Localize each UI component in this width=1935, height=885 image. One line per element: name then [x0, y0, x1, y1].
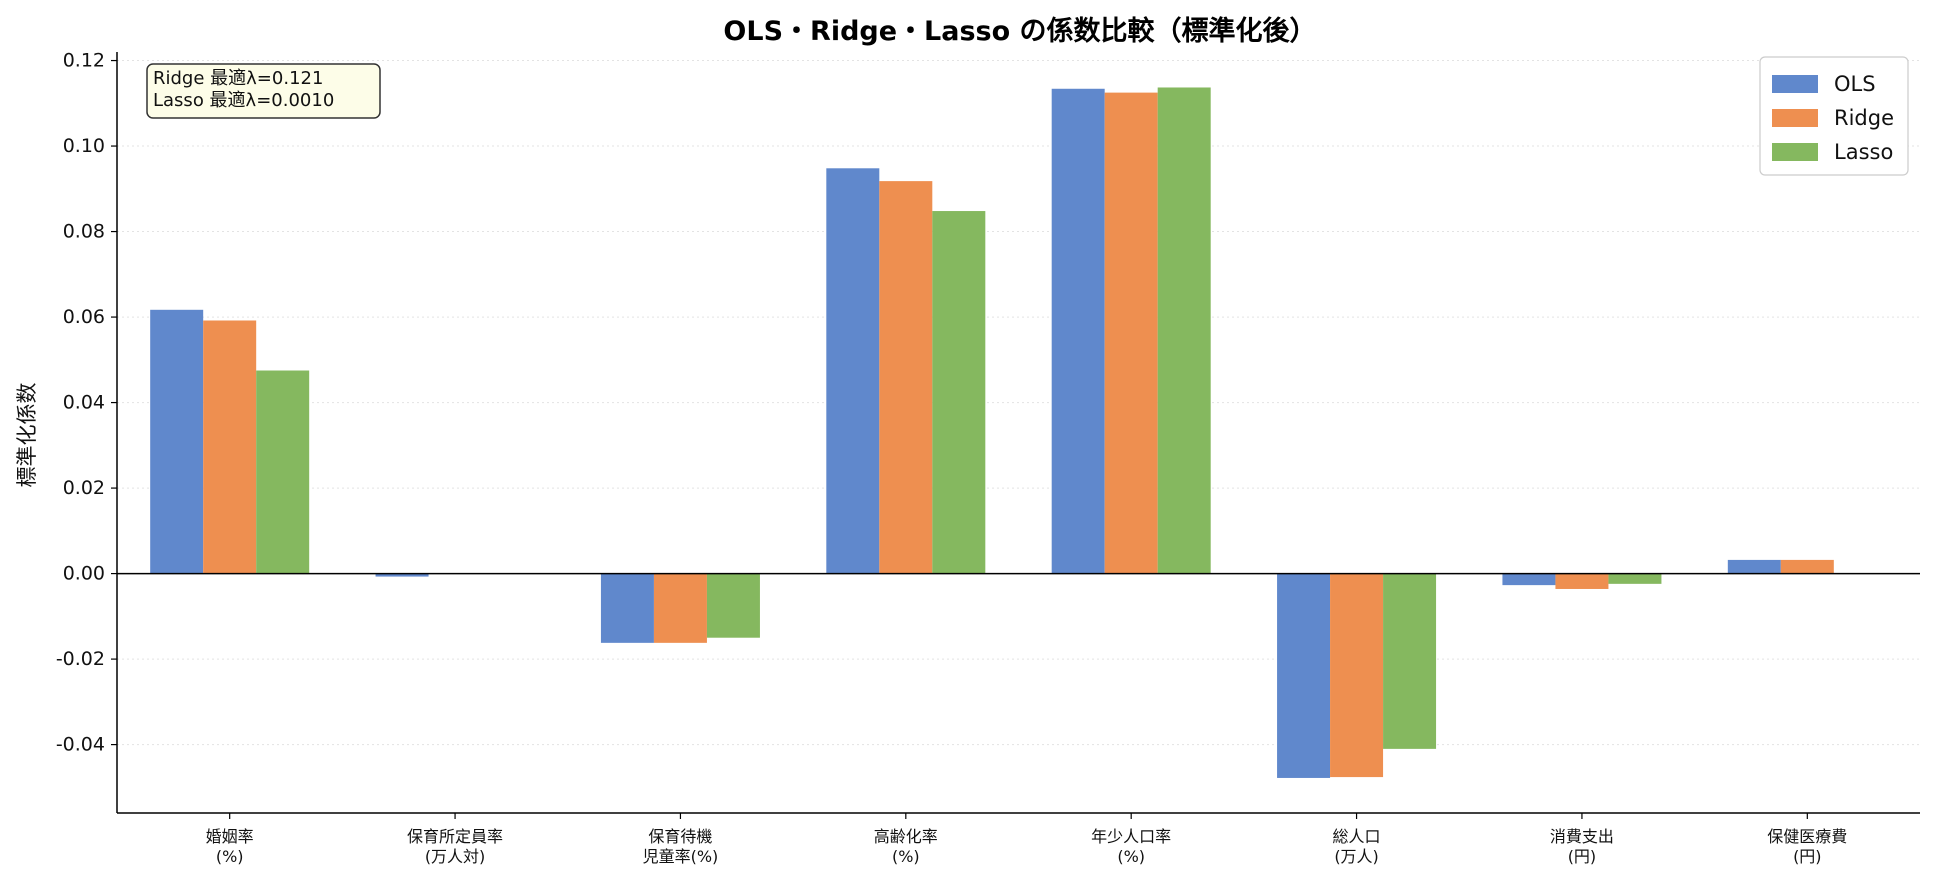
x-tick-label: 保育所定員率	[407, 827, 503, 846]
y-tick-label: 0.12	[63, 50, 105, 72]
y-tick-label: 0.06	[63, 306, 105, 328]
bar-series	[150, 87, 1834, 778]
x-tick-label: (万人対)	[425, 847, 486, 866]
x-tick-label: 保健医療費	[1767, 827, 1847, 846]
bar-lasso	[1157, 87, 1211, 574]
bar-lasso	[1383, 573, 1437, 749]
bar-lasso	[706, 573, 760, 638]
bar-ridge	[653, 573, 707, 643]
legend-label: OLS	[1834, 72, 1876, 96]
x-tick-labels: 婚姻率(%)保育所定員率(万人対)保育待機児童率(%)高齢化率(%)年少人口率(…	[206, 827, 1848, 866]
x-tick-label: (円)	[1793, 847, 1822, 866]
chart-title: OLS・Ridge・Lasso の係数比較（標準化後）	[723, 15, 1316, 47]
x-tick-label: (円)	[1568, 847, 1597, 866]
legend-label: Ridge	[1834, 106, 1894, 130]
bar-ols	[150, 309, 204, 574]
annotation-box	[146, 63, 381, 119]
bar-ols	[375, 573, 429, 577]
bar-ols	[1502, 573, 1556, 586]
axes	[111, 52, 1920, 819]
x-tick-label: (%)	[216, 847, 244, 866]
y-tick-label: 0.00	[63, 563, 105, 585]
legend-swatch	[1772, 75, 1818, 93]
y-tick-label: 0.02	[63, 477, 105, 499]
y-axis-label: 標準化係数	[15, 383, 39, 488]
legend: OLS Ridge Lasso	[1759, 56, 1909, 176]
annotation-line: Lasso 最適λ=0.0010	[153, 90, 334, 111]
y-tick-label: 0.08	[63, 221, 105, 243]
legend-label: Lasso	[1834, 140, 1893, 164]
x-tick-label: 年少人口率	[1091, 827, 1171, 846]
y-tick-label: 0.04	[63, 392, 105, 414]
x-tick-label: 消費支出	[1550, 827, 1614, 846]
x-tick-label: 児童率(%)	[643, 847, 719, 866]
bar-ols	[1727, 559, 1781, 574]
gridlines	[117, 60, 1920, 746]
bar-lasso	[1608, 573, 1662, 584]
bar-lasso	[256, 370, 310, 574]
x-tick-label: 総人口	[1333, 827, 1381, 846]
bar-ols	[826, 168, 880, 574]
x-tick-label: 婚姻率	[206, 827, 254, 846]
y-tick-label: -0.02	[56, 648, 105, 670]
y-tick-label: 0.10	[63, 135, 105, 157]
y-tick-label: -0.04	[56, 734, 105, 756]
bar-ridge	[1555, 573, 1609, 589]
bar-ridge	[1330, 573, 1384, 778]
bar-ols	[1277, 573, 1331, 778]
x-tick-label: (%)	[1117, 847, 1145, 866]
x-tick-label: 保育待機	[648, 827, 712, 846]
bar-ridge	[203, 320, 257, 574]
bar-ols	[600, 573, 654, 643]
bar-ridge	[1104, 92, 1158, 574]
bar-ridge	[879, 181, 933, 574]
x-tick-label: (万人)	[1334, 847, 1379, 866]
bar-ridge	[1780, 559, 1834, 574]
x-tick-label: (%)	[892, 847, 920, 866]
bar-ols	[1051, 88, 1105, 574]
y-tick-labels: -0.04 -0.02 0.00 0.02 0.04 0.06 0.08 0.10 0.12	[56, 50, 105, 756]
x-tick-label: 高齢化率	[874, 827, 938, 846]
annotation-line: Ridge 最適λ=0.121	[153, 68, 323, 89]
legend-swatch	[1772, 143, 1818, 161]
legend-swatch	[1772, 109, 1818, 127]
bar-lasso	[932, 211, 986, 574]
